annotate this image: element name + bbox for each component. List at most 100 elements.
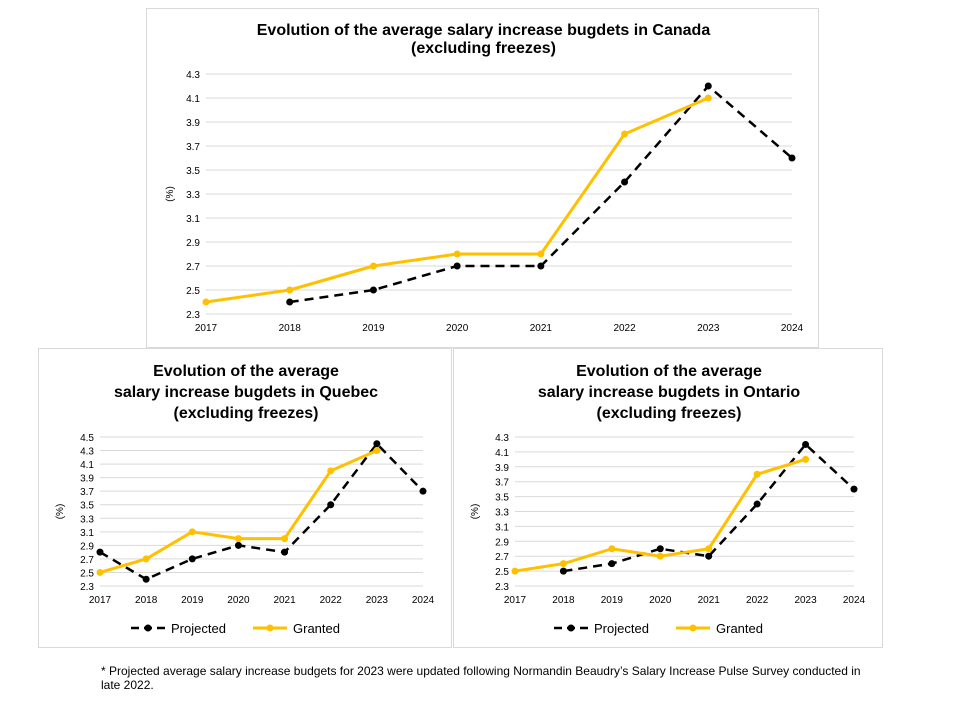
canada-ytick-label: 4.1 (186, 94, 200, 105)
ontario-projected-point (802, 440, 810, 448)
ontario-xtick-label: 2018 (552, 595, 575, 606)
ontario-y-axis-label: (%) (470, 504, 481, 520)
ontario-legend-granted-label: Granted (716, 621, 763, 636)
canada-projected-point (286, 298, 294, 306)
quebec-projected-point (142, 575, 150, 583)
quebec-projected-point (419, 487, 427, 495)
quebec-granted-point (327, 467, 335, 475)
quebec-ytick-label: 4.1 (80, 460, 94, 471)
quebec-projected-line (99, 442, 424, 581)
chart-panel-canada: Evolution of the average salary increase… (146, 8, 819, 348)
ontario-legend-projected-label: Projected (594, 621, 649, 636)
ontario-ytick-label: 4.1 (495, 448, 509, 459)
quebec-ytick-label: 4.5 (80, 433, 94, 444)
quebec-ytick-label: 2.5 (80, 568, 94, 579)
ontario-xtick-label: 2023 (794, 595, 817, 606)
ontario-projected-point (656, 545, 664, 553)
chart-panel-quebec: Evolution of the average salary increase … (38, 348, 452, 648)
quebec-xtick-label: 2020 (227, 595, 250, 606)
canada-ytick-label: 2.5 (186, 286, 200, 297)
canada-projected-point (369, 286, 377, 294)
quebec-legend-granted-label: Granted (293, 621, 340, 636)
canada-projected-point (537, 262, 545, 270)
quebec-projected-point (96, 548, 104, 556)
ontario-projected-point (559, 567, 567, 575)
quebec-granted-point (188, 528, 196, 536)
quebec-granted-point (142, 555, 150, 563)
ontario-xtick-label: 2022 (746, 595, 769, 606)
quebec-ytick-label: 2.3 (80, 582, 94, 593)
ontario-title-line-2: salary increase bugdets in Ontario (538, 384, 801, 401)
quebec-projected-point (373, 440, 381, 448)
canada-xtick-label: 2020 (446, 323, 469, 334)
canada-granted-point (621, 130, 629, 138)
ontario-legend-granted-marker (689, 624, 697, 632)
canada-xtick-label: 2022 (613, 323, 636, 334)
ontario-ytick-label: 2.5 (495, 567, 509, 578)
canada-granted-point (286, 286, 294, 294)
canada-xtick-label: 2024 (781, 323, 804, 334)
chart-ontario: Evolution of the average salary increase … (470, 363, 866, 636)
canada-xtick-label: 2021 (530, 323, 553, 334)
canada-ytick-label: 2.7 (186, 262, 200, 273)
ontario-title-line-1: Evolution of the average (576, 363, 762, 380)
canada-granted-point (704, 94, 712, 102)
canada-ytick-label: 2.3 (186, 310, 200, 321)
quebec-ytick-label: 3.7 (80, 487, 94, 498)
canada-xtick-label: 2017 (195, 323, 218, 334)
quebec-granted-point (234, 535, 242, 543)
ontario-legend-projected-marker (567, 624, 575, 632)
quebec-legend-granted-marker (266, 624, 274, 632)
ontario-ytick-label: 3.3 (495, 508, 509, 519)
quebec-xtick-label: 2021 (273, 595, 296, 606)
ontario-projected-point (705, 552, 713, 560)
quebec-title-line-1: Evolution of the average (153, 363, 339, 380)
canada-granted-point (202, 298, 210, 306)
quebec-projected-point (327, 501, 335, 509)
canada-granted-point (369, 262, 377, 270)
quebec-ytick-label: 3.1 (80, 528, 94, 539)
canada-granted-point (537, 250, 545, 258)
quebec-ytick-label: 2.9 (80, 541, 94, 552)
chart-canada: Evolution of the average salary increase… (165, 22, 804, 334)
quebec-xtick-label: 2022 (320, 595, 343, 606)
quebec-ytick-label: 3.3 (80, 514, 94, 525)
ontario-granted-point (802, 455, 810, 463)
ontario-xtick-label: 2020 (649, 595, 672, 606)
canada-ytick-label: 2.9 (186, 238, 200, 249)
quebec-projected-point (188, 555, 196, 563)
canada-ytick-label: 3.9 (186, 118, 200, 129)
ontario-xtick-label: 2017 (504, 595, 527, 606)
ontario-granted-point (559, 560, 567, 568)
ontario-ytick-label: 2.7 (495, 552, 509, 563)
quebec-ytick-label: 3.5 (80, 501, 94, 512)
ontario-projected-point (753, 500, 761, 508)
ontario-ytick-label: 3.9 (495, 463, 509, 474)
ontario-xtick-label: 2019 (601, 595, 624, 606)
canada-title-line-2: (excluding freezes) (411, 40, 556, 57)
canada-projected-point (453, 262, 461, 270)
quebec-granted-point (281, 535, 289, 543)
quebec-xtick-label: 2019 (181, 595, 204, 606)
ontario-ytick-label: 3.1 (495, 522, 509, 533)
ontario-ytick-label: 4.3 (495, 433, 509, 444)
canada-y-axis-label: (%) (165, 186, 176, 202)
canada-title-line-1: Evolution of the average salary increase… (257, 22, 711, 39)
quebec-title-line-3: (excluding freezes) (174, 405, 319, 422)
quebec-ytick-label: 3.9 (80, 474, 94, 485)
quebec-ytick-label: 2.7 (80, 555, 94, 566)
canada-projected-point (788, 154, 796, 162)
canada-ytick-label: 3.5 (186, 166, 200, 177)
ontario-granted-point (753, 470, 761, 478)
chart-quebec: Evolution of the average salary increase … (55, 363, 435, 636)
ontario-xtick-label: 2021 (698, 595, 721, 606)
footnote: * Projected average salary increase budg… (101, 664, 861, 692)
quebec-legend-projected-marker (144, 624, 152, 632)
ontario-granted-point (656, 552, 664, 560)
ontario-granted-point (608, 545, 616, 553)
quebec-y-axis-label: (%) (55, 504, 66, 520)
ontario-projected-point (850, 485, 858, 493)
ontario-granted-point (511, 567, 519, 575)
canada-granted-line (205, 96, 709, 304)
quebec-ytick-label: 4.3 (80, 447, 94, 458)
